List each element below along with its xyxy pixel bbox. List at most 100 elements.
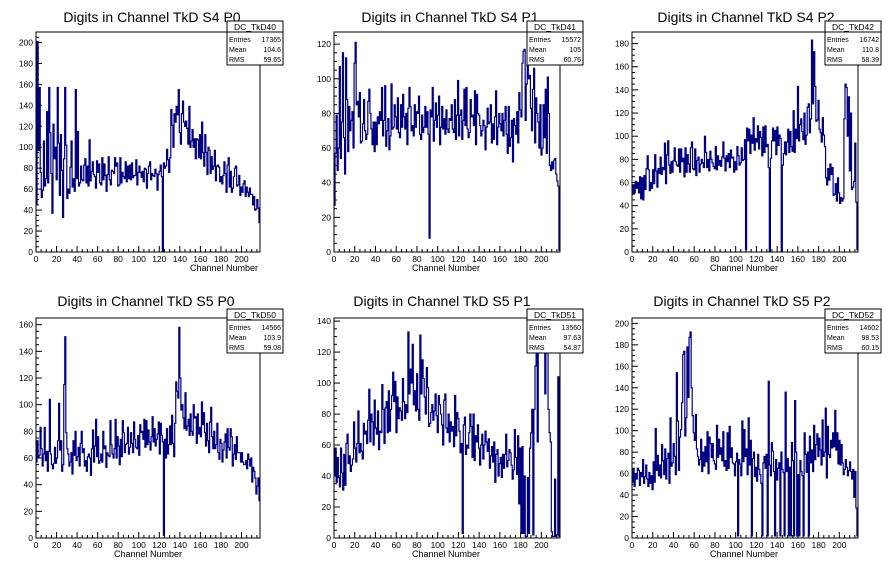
stats-label-rms: RMS	[229, 57, 245, 64]
y-tick-label: 120	[19, 373, 33, 383]
y-tick-label: 120	[317, 39, 331, 49]
y-tick-label: 20	[24, 506, 34, 516]
x-tick-label: 40	[371, 254, 381, 264]
y-tick-label: 80	[24, 163, 34, 173]
stats-value-rms: 59.65	[263, 57, 281, 64]
x-tick-label: 0	[332, 254, 337, 264]
y-tick-label: 60	[620, 178, 630, 188]
x-tick-label: 120	[749, 254, 763, 264]
stats-label-rms: RMS	[827, 345, 843, 352]
stats-box: DC_TkD52 Entries 14602 Mean 98.53 RMS 60…	[824, 308, 882, 354]
histogram-series	[632, 331, 858, 537]
stats-label-entries: Entries	[827, 325, 849, 332]
x-tick-label: 160	[193, 254, 207, 264]
stats-label-entries: Entries	[229, 325, 251, 332]
x-tick-label: 40	[72, 540, 82, 550]
x-tick-label: 80	[113, 254, 123, 264]
x-tick-label: 100	[132, 540, 146, 550]
y-tick-label: 80	[24, 426, 34, 436]
stats-label-rms: RMS	[529, 345, 545, 352]
x-tick-label: 180	[812, 254, 826, 264]
x-tick-label: 120	[451, 540, 465, 550]
y-tick-label: 140	[19, 100, 33, 110]
stats-name: DC_TkD50	[234, 310, 276, 320]
chart-title: Digits in Channel TkD S5 P1	[353, 293, 530, 309]
y-tick-label: 40	[322, 178, 332, 188]
x-tick-label: 140	[770, 540, 784, 550]
stats-name: DC_TkD52	[832, 310, 874, 320]
stats-value-entries: 15572	[562, 37, 582, 44]
stats-label-mean: Mean	[827, 335, 845, 342]
y-tick-label: 60	[24, 184, 34, 194]
y-tick-label: 0	[326, 247, 331, 257]
x-tick-label: 180	[514, 540, 528, 550]
x-tick-label: 20	[52, 540, 62, 550]
stats-label-entries: Entries	[827, 37, 849, 44]
x-tick-label: 160	[493, 254, 507, 264]
panel-tkd52: 0 20 40 60 80 100 120 140 160 180 200 0 20 40 60 80 100 1…	[615, 293, 882, 559]
x-tick-label: 60	[391, 254, 401, 264]
x-tick-label: 140	[173, 254, 187, 264]
y-tick-label: 160	[19, 320, 33, 330]
x-tick-label: 180	[514, 254, 528, 264]
stats-value-mean: 104.6	[263, 47, 281, 54]
y-tick-label: 40	[24, 205, 34, 215]
x-tick-label: 100	[431, 540, 445, 550]
x-tick-label: 180	[214, 254, 228, 264]
plot-frame	[35, 31, 261, 253]
panel-tkd50: 0 20 40 60 80 100 120 140 160 180 200 0 20 40 60 80 100 1…	[19, 293, 284, 559]
x-tick-label: 40	[669, 540, 679, 550]
x-tick-label: 0	[332, 540, 337, 550]
y-tick-label: 80	[322, 108, 332, 118]
chart-title: Digits in Channel TkD S4 P2	[657, 9, 834, 25]
stats-value-entries: 16742	[860, 37, 880, 44]
y-tick-label: 120	[317, 347, 331, 357]
stats-value-mean: 110.8	[862, 47, 879, 54]
y-tick-label: 100	[317, 378, 331, 388]
x-tick-label: 20	[52, 254, 62, 264]
x-tick-label: 160	[193, 540, 207, 550]
x-tick-label: 100	[729, 540, 743, 550]
y-tick-label: 0	[28, 247, 33, 257]
stats-value-entries: 13560	[562, 325, 582, 332]
x-tick-label: 20	[350, 540, 360, 550]
y-tick-label: 60	[322, 440, 332, 450]
plot-frame	[35, 317, 261, 539]
stats-box: DC_TkD51 Entries 13560 Mean 97.63 RMS 54…	[526, 308, 584, 354]
y-tick-label: 60	[322, 143, 332, 153]
y-tick-label: 120	[615, 404, 629, 414]
y-tick-label: 100	[19, 142, 33, 152]
x-tick-label: 140	[770, 254, 784, 264]
stats-label-entries: Entries	[529, 325, 551, 332]
x-tick-label: 60	[93, 254, 103, 264]
x-tick-label: 0	[34, 254, 39, 264]
y-tick-label: 40	[24, 480, 34, 490]
y-tick-label: 100	[19, 400, 33, 410]
stats-label-mean: Mean	[229, 47, 247, 54]
x-tick-label: 0	[34, 540, 39, 550]
x-tick-label: 60	[689, 254, 699, 264]
stats-label-entries: Entries	[529, 37, 551, 44]
x-tick-label: 200	[534, 540, 548, 550]
x-tick-label: 180	[214, 540, 228, 550]
x-tick-label: 160	[493, 540, 507, 550]
y-tick-label: 40	[620, 201, 630, 211]
stats-label-mean: Mean	[827, 47, 845, 54]
stats-box: DC_TkD50 Entries 14566 Mean 103.9 RMS 59…	[226, 308, 284, 354]
x-axis-label: Channel Number	[710, 263, 778, 273]
stats-value-rms: 59.08	[263, 345, 281, 352]
stats-value-mean: 103.9	[263, 335, 281, 342]
histogram-series	[334, 325, 560, 538]
x-tick-label: 0	[630, 254, 635, 264]
x-tick-label: 120	[749, 540, 763, 550]
chart-title: Digits in Channel TkD S5 P0	[57, 293, 234, 309]
x-tick-label: 200	[832, 254, 846, 264]
y-tick-label: 80	[620, 154, 630, 164]
y-tick-label: 60	[620, 469, 630, 479]
y-tick-label: 120	[19, 121, 33, 131]
y-tick-label: 180	[615, 39, 629, 49]
stats-name: DC_TkD51	[534, 310, 576, 320]
stats-label-rms: RMS	[529, 57, 545, 64]
y-tick-label: 100	[615, 131, 629, 141]
